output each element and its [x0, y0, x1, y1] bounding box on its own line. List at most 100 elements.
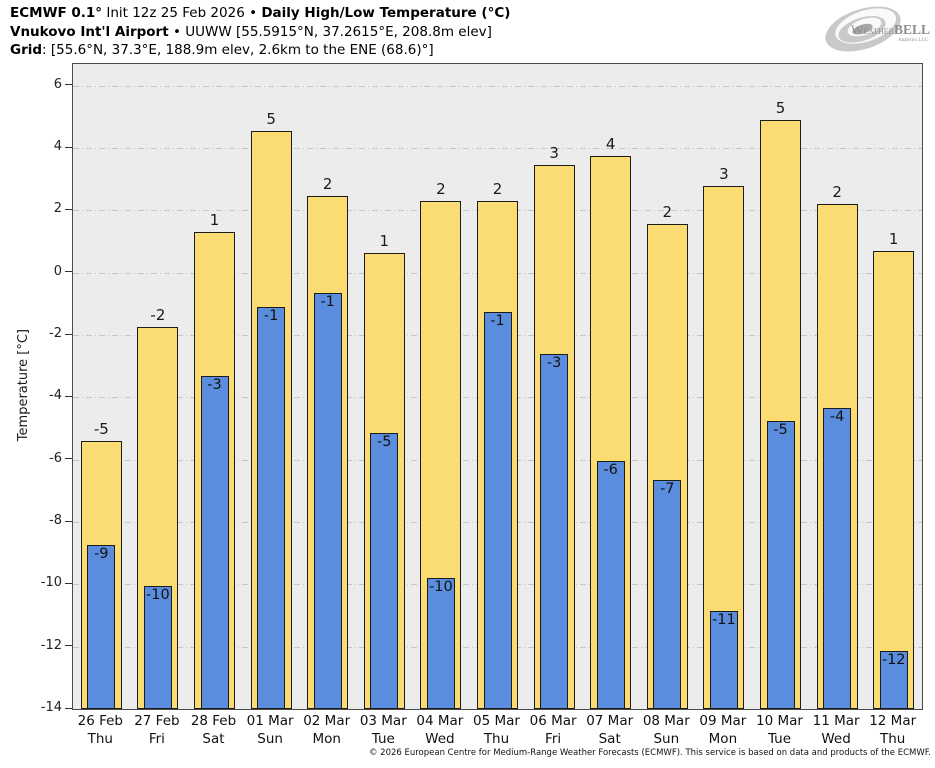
y-tick-mark	[65, 707, 72, 709]
low-temp-value-label: -5	[377, 434, 392, 451]
y-tick-label: -8	[49, 513, 62, 529]
x-tick-day: Thu	[87, 730, 113, 747]
low-temp-value-label: -3	[207, 376, 222, 393]
low-temp-value-label: -10	[429, 579, 453, 596]
high-temp-value-label: 1	[888, 229, 899, 248]
y-tick-label: 0	[53, 263, 62, 279]
y-tick-mark	[65, 271, 72, 273]
low-temp-value-label: -10	[146, 586, 170, 603]
y-tick-mark	[65, 146, 72, 148]
high-temp-value-label: 4	[605, 134, 616, 153]
low-temp-bar: -9	[87, 545, 116, 709]
low-temp-bar: -7	[653, 479, 682, 709]
x-tick-day: Fri	[148, 730, 165, 747]
plot-area: -9 -5 -10 -2 -3 1 -1 5 -1 2 -5 1 -10 2 -1 2 -3 3 -6 4 -7 2 -11…	[72, 63, 923, 710]
weatherbell-logo: WEATHERBELL Analytics LLC	[821, 1, 933, 55]
high-temp-value-label: 5	[266, 109, 276, 128]
x-tick-label: 02 Mar Mon	[287, 713, 367, 748]
x-tick-label: 03 Mar Tue	[343, 713, 423, 748]
low-temp-bar: -10	[143, 585, 172, 709]
y-tick-mark	[65, 582, 72, 584]
high-temp-value-label: 2	[492, 180, 503, 199]
high-temp-value-label: -2	[150, 306, 166, 325]
x-tick-day: Sun	[653, 730, 680, 747]
x-tick-day: Sat	[598, 730, 621, 747]
x-tick-date: 03 Mar	[359, 713, 407, 729]
low-temp-value-label: -12	[881, 652, 906, 669]
x-tick-date: 09 Mar	[699, 713, 747, 729]
title-parameter: Daily High/Low Temperature (°C)	[261, 5, 511, 21]
high-temp-value-label: 1	[209, 211, 220, 230]
y-tick-label: 4	[53, 139, 62, 155]
title-init: Init 12z 25 Feb 2026 •	[102, 5, 262, 21]
low-temp-bar: -11	[709, 610, 738, 709]
low-temp-bar: -6	[596, 461, 625, 709]
x-tick-label: 08 Mar Sun	[626, 713, 706, 748]
y-tick-mark	[65, 395, 72, 397]
x-tick-label: 07 Mar Sat	[570, 713, 650, 748]
grid-label: Grid	[10, 42, 43, 58]
hurricane-swirl-icon	[825, 6, 901, 52]
low-temp-bar: -10	[426, 578, 455, 709]
gridline	[73, 148, 922, 150]
x-tick-label: 06 Mar Fri	[513, 713, 593, 748]
y-tick-label: -6	[49, 450, 62, 466]
x-tick-date: 02 Mar	[303, 713, 351, 729]
title-model: ECMWF 0.1°	[10, 5, 103, 21]
high-temp-value-label: 2	[832, 183, 842, 202]
low-temp-bar: -3	[200, 375, 229, 709]
y-tick-label: -10	[40, 575, 62, 591]
low-temp-bar: -5	[370, 433, 399, 709]
high-temp-value-label: 5	[775, 99, 786, 118]
x-tick-date: 10 Mar	[756, 713, 803, 729]
high-temp-value-label: 2	[436, 180, 446, 199]
gridline	[73, 85, 922, 87]
x-tick-label: 27 Feb Fri	[117, 713, 197, 748]
chart-subtitle-location: Vnukovo Int'l Airport • UUWW [55.5915°N,…	[10, 23, 510, 42]
x-tick-date: 11 Mar	[812, 713, 860, 729]
location-name: Vnukovo Int'l Airport	[10, 23, 169, 40]
x-tick-date: 28 Feb	[190, 713, 237, 729]
x-tick-date: 05 Mar	[473, 713, 520, 729]
chart-title: ECMWF 0.1° Init 12z 25 Feb 2026 • Daily …	[10, 4, 510, 23]
low-temp-bar: -1	[257, 307, 286, 709]
high-temp-value-label: 3	[719, 164, 729, 183]
x-tick-label: 04 Mar Wed	[400, 713, 480, 748]
x-tick-day: Mon	[708, 730, 738, 747]
chart-grid-info: Grid: [55.6°N, 37.3°E, 188.9m elev, 2.6k…	[10, 41, 510, 60]
y-tick-mark	[65, 208, 72, 210]
x-tick-date: 27 Feb	[134, 713, 180, 729]
y-tick-mark	[65, 520, 72, 522]
x-tick-label: 11 Mar Wed	[796, 713, 876, 748]
high-temp-value-label: -5	[93, 420, 109, 439]
low-temp-bar: -1	[483, 311, 512, 709]
y-axis-title: Temperature [°C]	[15, 329, 31, 442]
high-temp-value-label: 3	[549, 144, 559, 163]
x-tick-date: 06 Mar	[529, 713, 577, 729]
x-tick-day: Sat	[202, 730, 225, 747]
low-temp-bar: -1	[313, 293, 342, 709]
logo-subtext: Analytics LLC	[898, 38, 929, 43]
low-temp-value-label: -1	[263, 308, 279, 325]
low-temp-bar: -4	[823, 408, 852, 709]
x-tick-date: 12 Mar	[869, 713, 917, 729]
y-tick-mark	[65, 333, 72, 335]
y-tick-mark	[65, 84, 72, 86]
x-tick-label: 09 Mar Mon	[683, 713, 763, 748]
low-temp-value-label: -11	[712, 611, 736, 628]
low-temp-bar: -12	[879, 651, 908, 709]
x-tick-day: Tue	[767, 730, 792, 747]
x-tick-date: 07 Mar	[586, 713, 634, 729]
low-temp-value-label: -9	[94, 546, 109, 563]
high-temp-value-label: 2	[662, 203, 673, 222]
y-tick-label: 2	[53, 201, 62, 217]
x-tick-date: 26 Feb	[77, 713, 123, 729]
x-tick-date: 01 Mar	[246, 713, 294, 729]
low-temp-bar: -5	[766, 420, 795, 709]
high-temp-value-label: 2	[322, 175, 333, 194]
low-temp-value-label: -5	[773, 421, 788, 438]
x-tick-label: 26 Feb Thu	[60, 713, 140, 748]
x-tick-day: Sun	[257, 730, 283, 747]
low-temp-value-label: -7	[660, 480, 675, 497]
